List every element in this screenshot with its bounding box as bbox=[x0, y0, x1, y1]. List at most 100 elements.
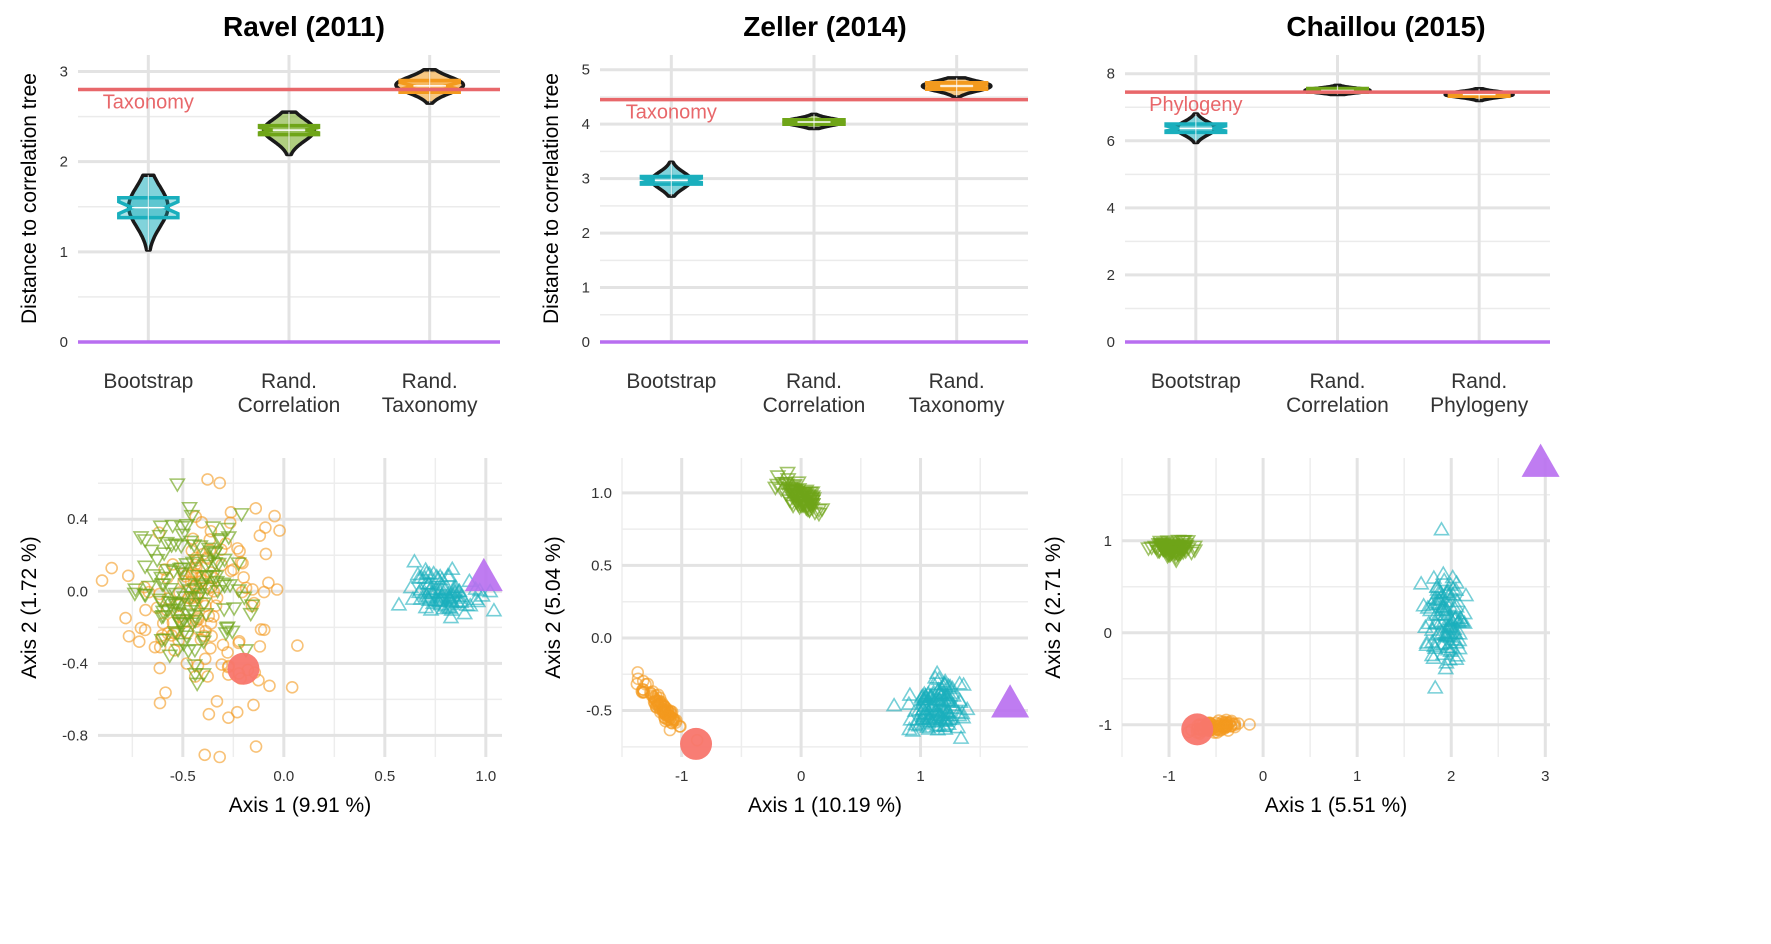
category-label: Rand. bbox=[929, 370, 985, 393]
point bbox=[402, 579, 420, 594]
category-label: Bootstrap bbox=[103, 370, 193, 393]
point bbox=[186, 643, 204, 659]
point bbox=[930, 702, 947, 717]
point bbox=[914, 707, 932, 722]
point bbox=[219, 522, 237, 538]
point bbox=[165, 565, 182, 580]
point bbox=[182, 535, 200, 550]
point bbox=[201, 670, 214, 683]
y-tick-label: 0.0 bbox=[591, 630, 612, 647]
y-tick-label: 0.4 bbox=[67, 511, 88, 528]
y-tick-label: 0 bbox=[1104, 625, 1112, 642]
point bbox=[105, 561, 118, 575]
reference-tree-point bbox=[227, 652, 260, 685]
scatter-panel-2: -1 0 1 -0.5 0.0 0.5 1.0 Axis 1 (10.19 %) Axis 2 … bbox=[542, 458, 1030, 817]
category-label: Taxonomy bbox=[909, 394, 1005, 417]
point bbox=[804, 502, 821, 517]
point bbox=[404, 590, 422, 605]
x-axis-label: Axis 1 (5.51 %) bbox=[1265, 794, 1407, 817]
point bbox=[237, 644, 255, 659]
points-bootstrap bbox=[1412, 521, 1475, 694]
point bbox=[202, 707, 216, 721]
x-tick-label: 0 bbox=[1259, 768, 1267, 785]
point bbox=[955, 676, 972, 691]
point bbox=[1423, 633, 1441, 648]
point bbox=[1168, 545, 1186, 561]
point bbox=[155, 578, 173, 593]
point bbox=[233, 508, 250, 523]
point bbox=[162, 582, 179, 598]
point bbox=[1433, 521, 1450, 536]
correlation-tree-point bbox=[991, 684, 1030, 718]
point bbox=[249, 502, 263, 515]
point bbox=[665, 716, 679, 730]
point bbox=[936, 718, 953, 733]
point bbox=[249, 740, 263, 753]
point bbox=[136, 560, 154, 575]
point bbox=[923, 688, 940, 703]
x-tick-label: 0.5 bbox=[374, 768, 395, 785]
point bbox=[153, 696, 167, 710]
point bbox=[1412, 575, 1430, 590]
point bbox=[237, 571, 250, 584]
point bbox=[1434, 565, 1452, 580]
point bbox=[231, 542, 244, 555]
point bbox=[204, 524, 218, 538]
point bbox=[1451, 625, 1469, 640]
point bbox=[1439, 583, 1457, 598]
point bbox=[788, 486, 806, 501]
point bbox=[198, 748, 212, 762]
point bbox=[485, 602, 503, 617]
points-rand_taxonomy bbox=[630, 666, 704, 747]
point bbox=[933, 685, 951, 700]
point bbox=[181, 501, 198, 517]
point bbox=[1173, 540, 1191, 556]
point bbox=[445, 579, 463, 594]
point bbox=[136, 588, 154, 603]
point bbox=[154, 605, 172, 620]
y-tick-label: 6 bbox=[1107, 133, 1115, 150]
point bbox=[270, 583, 284, 596]
point bbox=[439, 598, 457, 614]
x-tick-label: 1 bbox=[916, 768, 924, 785]
point bbox=[163, 539, 181, 554]
points-rand_correlation bbox=[1140, 534, 1204, 569]
point bbox=[422, 601, 440, 616]
point bbox=[174, 528, 192, 543]
scatter-panel-1: -0.5 0.0 0.5 1.0 -0.8 -0.4 0.0 0.4 Axis 1 (9.91 … bbox=[18, 458, 503, 817]
point bbox=[158, 563, 176, 579]
point bbox=[885, 697, 903, 712]
point bbox=[1434, 645, 1452, 661]
point bbox=[210, 695, 224, 708]
point bbox=[198, 652, 212, 666]
point bbox=[148, 640, 162, 654]
point bbox=[214, 577, 232, 592]
category-label: Rand. bbox=[1451, 370, 1507, 393]
point bbox=[944, 696, 962, 711]
category-label: Correlation bbox=[1286, 394, 1389, 417]
x-tick-label: 3 bbox=[1541, 768, 1549, 785]
point bbox=[954, 709, 972, 724]
point bbox=[216, 553, 233, 568]
point bbox=[222, 711, 235, 724]
point bbox=[1219, 718, 1232, 732]
point bbox=[1430, 595, 1448, 610]
point bbox=[195, 597, 213, 612]
category-label: Correlation bbox=[763, 394, 866, 417]
point bbox=[938, 703, 956, 718]
point bbox=[213, 750, 226, 764]
point bbox=[813, 503, 831, 518]
scatter-panel-3: -1 0 1 2 3 -1 0 1 Axis 1 (5.51 %) Axis 2 (2.71 %) bbox=[1042, 443, 1560, 817]
y-tick-label: 0 bbox=[1107, 334, 1115, 351]
points-rand_correlation bbox=[766, 466, 831, 523]
point bbox=[217, 627, 235, 642]
point bbox=[173, 521, 191, 536]
point bbox=[185, 539, 203, 554]
point bbox=[207, 570, 225, 585]
point bbox=[950, 704, 967, 719]
point bbox=[201, 473, 214, 486]
point bbox=[259, 521, 272, 534]
point bbox=[448, 593, 466, 608]
point bbox=[1183, 546, 1200, 561]
